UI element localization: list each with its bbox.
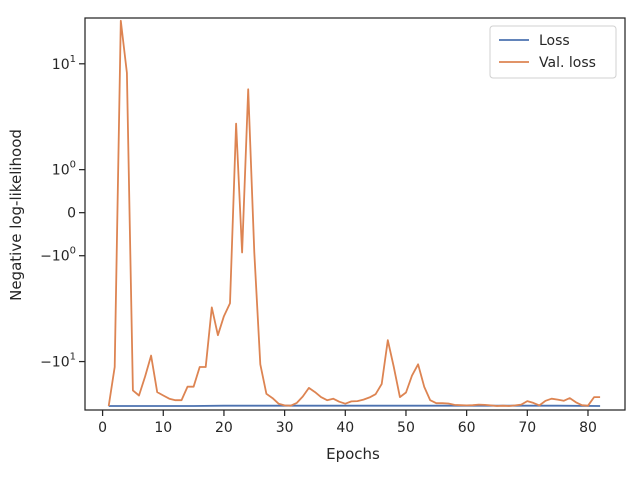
x-tick-label: 60	[458, 420, 476, 436]
y-tick-label: −101	[40, 352, 76, 371]
y-axis-label: Negative log-likelihood	[7, 129, 25, 301]
x-tick-label: 10	[154, 420, 172, 436]
legend: Loss Val. loss	[489, 25, 617, 79]
plot-frame	[84, 17, 626, 411]
x-tick-label: 80	[579, 420, 597, 436]
x-tick-label: 40	[336, 420, 354, 436]
legend-box	[489, 25, 617, 79]
plot-area	[84, 17, 626, 411]
x-tick-label: 0	[98, 420, 107, 436]
x-axis-ticks: 0 10 20 30 40 50 60 70 80	[98, 410, 597, 436]
y-axis-ticks: −101 −100 0 100 101	[40, 54, 85, 371]
y-tick-label: 100	[52, 160, 76, 179]
x-tick-label: 70	[518, 420, 536, 436]
x-tick-label: 20	[215, 420, 233, 436]
y-tick-label: 101	[52, 54, 76, 73]
x-axis-label: Epochs	[326, 445, 380, 463]
y-tick-label: −100	[40, 246, 76, 265]
series-line-2	[107, 19, 601, 407]
x-tick-label: 50	[397, 420, 415, 436]
legend-label: Loss	[539, 33, 570, 49]
x-tick-label: 30	[276, 420, 294, 436]
legend-label: Val. loss	[539, 55, 596, 71]
y-tick-label: 0	[67, 206, 76, 222]
